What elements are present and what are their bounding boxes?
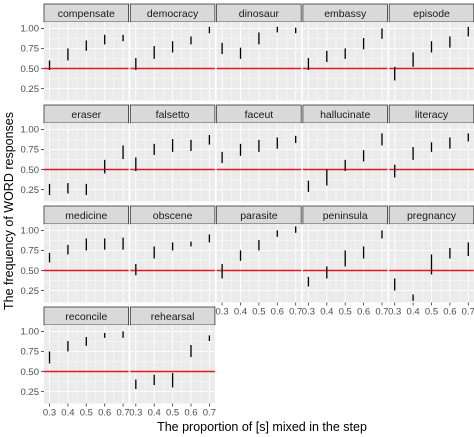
facet-panel: episode [388,3,474,101]
y-axis-title: The frequency of WORD responses [2,112,16,310]
y-tick-label: 0.25 [21,387,40,398]
facet-title: dinosaur [239,8,280,20]
x-tick-label: 0.4 [320,307,333,318]
facet-title: literacy [415,109,449,121]
facet-panel: literacy [388,104,474,202]
facet-panel: embassy [302,3,388,101]
y-tick-label: 0.75 [21,246,40,257]
facet-panel: democracy [129,3,216,101]
facet-panel: rehearsal 0.3 0.4 0.5 0.6 0.7 [129,306,216,419]
x-tick-label: 0.5 [339,307,352,318]
x-axis-title: The proportion of [s] mixed in the step [157,420,367,434]
x-tick-label: 0.3 [388,307,401,318]
y-tick-label: 1.00 [21,24,40,35]
x-tick-label: 0.5 [252,307,265,318]
y-tick-label: 0.50 [21,367,40,378]
facet-title: peninsula [323,210,368,222]
y-tick-label: 0.75 [21,145,40,156]
x-tick-label: 0.6 [98,408,111,419]
facet-title: democracy [147,8,199,20]
x-tick-label: 0.4 [148,408,161,419]
facet-grid: compensate 0.25 0.50 0.75 1.00 democracy dinos… [21,3,474,419]
x-tick-label: 0.6 [184,408,197,419]
facet-title: hallucinate [320,109,370,121]
y-tick-label: 0.75 [21,347,40,358]
facet-panel: eraser 0.25 0.50 0.75 1.00 [21,104,129,202]
y-tick-label: 0.50 [21,266,40,277]
x-tick-label: 0.3 [302,307,315,318]
facet-panel: reconcile 0.25 0.50 0.75 1.00 0.3 0.4 0.5 0.6 0.7 [21,306,130,419]
y-tick-label: 0.25 [21,185,40,196]
y-tick-label: 1.00 [21,226,40,237]
x-tick-label: 0.6 [357,307,370,318]
facet-title: compensate [58,8,115,20]
facet-title: faceut [245,109,274,121]
facet-title: falsetto [156,109,190,121]
facet-panel: parasite 0.3 0.4 0.5 0.6 0.7 [216,205,302,318]
facet-title: embassy [324,8,367,20]
facet-title: pregnancy [407,210,457,222]
y-tick-label: 0.25 [21,286,40,297]
y-tick-label: 1.00 [21,327,40,338]
y-tick-label: 0.50 [21,165,40,176]
x-tick-label: 0.5 [425,307,438,318]
x-tick-label: 0.3 [129,408,142,419]
x-tick-label: 0.4 [406,307,419,318]
x-tick-label: 0.6 [443,307,456,318]
x-tick-label: 0.3 [216,307,229,318]
facet-title: episode [413,8,450,20]
facet-title: rehearsal [151,311,195,323]
x-tick-label: 0.4 [234,307,247,318]
x-tick-label: 0.5 [80,408,93,419]
x-tick-label: 0.7 [203,408,216,419]
facet-title: parasite [240,210,278,222]
facet-panel: peninsula 0.3 0.4 0.5 0.6 0.7 [302,205,389,318]
facet-title: eraser [71,109,101,121]
x-tick-label: 0.7 [462,307,474,318]
y-tick-label: 0.50 [21,64,40,75]
x-tick-label: 0.7 [116,408,129,419]
x-tick-label: 0.6 [271,307,284,318]
y-tick-label: 1.00 [21,125,40,136]
facet-panel: medicine 0.25 0.50 0.75 1.00 [21,205,129,303]
x-tick-label: 0.7 [289,307,302,318]
y-tick-label: 0.25 [21,84,40,95]
x-tick-label: 0.4 [61,408,74,419]
y-tick-label: 0.75 [21,44,40,55]
facet-panel: compensate 0.25 0.50 0.75 1.00 [21,3,129,101]
facet-panel: obscene [129,205,216,303]
facet-panel: pregnancy 0.3 0.4 0.5 0.6 0.7 [388,205,474,318]
facet-panel: dinosaur [216,3,302,101]
x-tick-label: 0.3 [43,408,56,419]
facet-panel: faceut [216,104,302,202]
x-tick-label: 0.5 [166,408,179,419]
facet-title: reconcile [65,311,107,323]
facet-panel: falsetto [129,104,216,202]
facet-panel: hallucinate [302,104,388,202]
facet-title: obscene [153,210,193,222]
x-tick-label: 0.7 [375,307,388,318]
facet-title: medicine [65,210,107,222]
